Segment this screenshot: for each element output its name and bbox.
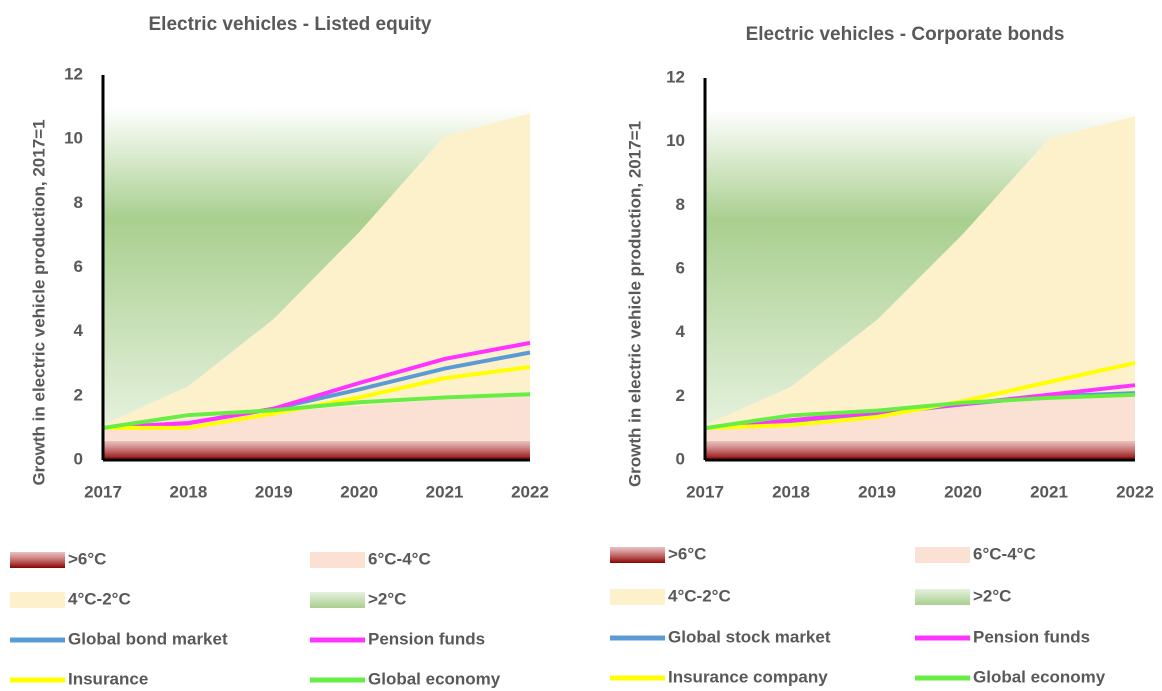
x-tick-label: 2018 bbox=[169, 482, 207, 501]
y-tick-label: 6 bbox=[676, 258, 685, 277]
x-tick-label: 2020 bbox=[944, 482, 982, 501]
x-tick-label: 2019 bbox=[255, 482, 293, 501]
legend-swatch bbox=[10, 552, 65, 568]
y-tick-label: 12 bbox=[64, 64, 83, 83]
band-area bbox=[103, 113, 530, 428]
y-tick-label: 4 bbox=[74, 321, 84, 340]
y-tick-label: 8 bbox=[676, 195, 685, 214]
band-area bbox=[103, 440, 530, 460]
legend-label: Insurance bbox=[68, 669, 148, 688]
y-tick-label: 0 bbox=[676, 449, 685, 468]
legend-label: Global bond market bbox=[68, 629, 228, 648]
legend-label: Global economy bbox=[973, 667, 1106, 686]
legend-swatch bbox=[915, 547, 970, 563]
legend-label: Insurance company bbox=[668, 667, 828, 686]
legend-label: >6°C bbox=[668, 544, 706, 563]
x-tick-label: 2021 bbox=[426, 482, 464, 501]
legend-swatch bbox=[10, 592, 65, 608]
legend-swatch bbox=[915, 589, 970, 605]
chart-title: Electric vehicles - Listed equity bbox=[149, 14, 432, 35]
legend-label: 4°C-2°C bbox=[68, 589, 131, 608]
x-tick-label: 2017 bbox=[84, 482, 122, 501]
y-tick-label: 12 bbox=[666, 67, 685, 86]
series-line bbox=[102, 392, 531, 430]
y-tick-label: 2 bbox=[676, 386, 685, 405]
y-tick-label: 6 bbox=[74, 257, 83, 276]
x-tick-label: 2022 bbox=[1116, 482, 1154, 501]
legend-label: >2°C bbox=[973, 586, 1011, 605]
series-line bbox=[704, 392, 1136, 431]
band-area bbox=[705, 440, 1135, 460]
y-tick-label: 10 bbox=[64, 129, 83, 148]
y-tick-label: 0 bbox=[74, 449, 83, 468]
legend-label: 6°C-4°C bbox=[973, 544, 1036, 563]
y-tick-label: 2 bbox=[74, 385, 83, 404]
legend-label: Global economy bbox=[368, 669, 501, 688]
y-axis-label: Growth in electric vehicle production, 2… bbox=[625, 121, 644, 487]
legend-label: 6°C-4°C bbox=[368, 549, 431, 568]
legend-swatch bbox=[310, 552, 365, 568]
y-axis-label: Growth in electric vehicle production, 2… bbox=[29, 119, 48, 485]
series-line bbox=[102, 340, 531, 430]
legend-label: 4°C-2°C bbox=[668, 586, 731, 605]
band-area bbox=[705, 396, 1135, 441]
chart-title: Electric vehicles - Corporate bonds bbox=[746, 24, 1065, 45]
x-tick-label: 2017 bbox=[686, 482, 724, 501]
legend-label: Pension funds bbox=[973, 627, 1090, 646]
legend-label: >6°C bbox=[68, 549, 106, 568]
legend-swatch bbox=[310, 592, 365, 608]
y-tick-label: 10 bbox=[666, 131, 685, 150]
legend-swatch bbox=[610, 589, 665, 605]
x-tick-label: 2021 bbox=[1030, 482, 1068, 501]
series-line bbox=[704, 360, 1136, 431]
band-area bbox=[103, 395, 530, 441]
legend-label: Global stock market bbox=[668, 627, 831, 646]
band-area bbox=[705, 109, 1135, 425]
x-tick-label: 2019 bbox=[858, 482, 896, 501]
legend-swatch bbox=[610, 547, 665, 563]
x-tick-label: 2018 bbox=[772, 482, 810, 501]
x-tick-label: 2022 bbox=[511, 482, 549, 501]
band-area bbox=[705, 116, 1135, 429]
x-tick-label: 2020 bbox=[340, 482, 378, 501]
y-tick-label: 8 bbox=[74, 193, 83, 212]
band-area bbox=[103, 107, 530, 425]
y-tick-label: 4 bbox=[676, 322, 686, 341]
legend-label: >2°C bbox=[368, 589, 406, 608]
legend-label: Pension funds bbox=[368, 629, 485, 648]
